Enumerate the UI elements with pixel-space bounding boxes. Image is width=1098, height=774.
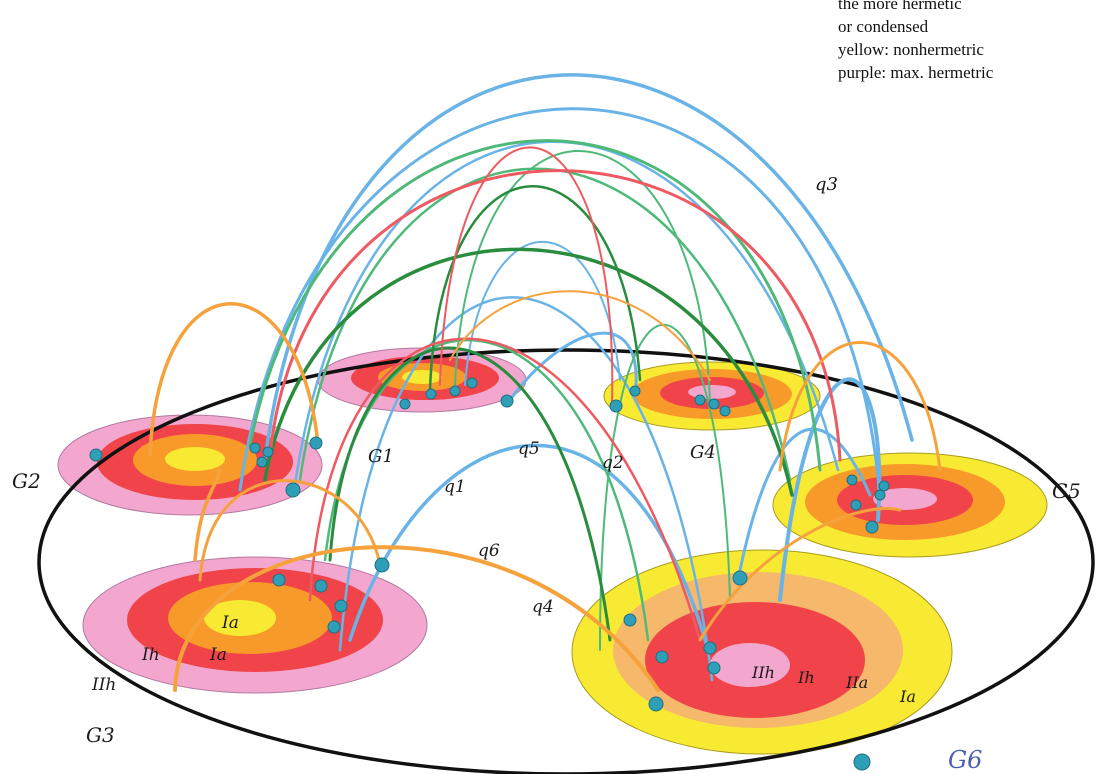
node xyxy=(466,377,478,389)
node xyxy=(89,448,103,462)
node xyxy=(703,641,717,655)
label-g5: G5 xyxy=(1052,479,1081,503)
arc-orange-4 xyxy=(698,507,902,642)
node xyxy=(272,573,286,587)
node xyxy=(629,385,641,397)
arc-blue-8 xyxy=(736,427,872,582)
legend-line-3: yellow: nonhermetric xyxy=(838,40,984,59)
ring-label-g3-iih: IIh xyxy=(91,675,116,695)
node xyxy=(648,696,664,712)
ring-label-g3-ia2: Ia xyxy=(209,645,227,665)
node xyxy=(609,399,623,413)
arc-red-1 xyxy=(268,169,842,462)
arc-orange-6 xyxy=(449,290,711,381)
ring-label-g6-ia: Ia xyxy=(899,687,916,706)
node xyxy=(285,482,301,498)
label-q1: q1 xyxy=(444,477,466,497)
ring-label-g6-ih: Ih xyxy=(797,668,815,687)
arc-orange-1 xyxy=(148,302,320,457)
arc-orange-5 xyxy=(778,341,942,472)
disk-g6 xyxy=(571,549,953,755)
node xyxy=(623,613,637,627)
node xyxy=(878,480,890,492)
node xyxy=(327,620,341,634)
node xyxy=(874,489,886,501)
label-q4: q4 xyxy=(532,597,554,617)
ring-label-g3-ia: Ia xyxy=(221,613,239,633)
ring-label-g3-ih: Ih xyxy=(141,645,160,665)
arc-set xyxy=(148,73,942,692)
label-q5: q5 xyxy=(518,439,540,459)
arc-green-5 xyxy=(599,323,731,651)
legend-line-4: purple: max. hermetric xyxy=(838,63,994,82)
node xyxy=(846,474,858,486)
disk-g2 xyxy=(57,414,323,516)
node xyxy=(449,385,461,397)
label-q3: q3 xyxy=(815,174,838,195)
legend: the more hermetic or condensed yellow: n… xyxy=(838,0,1088,84)
legend-line-1: the more hermetic xyxy=(838,0,962,13)
arc-blue-4 xyxy=(338,296,714,682)
node xyxy=(707,661,721,675)
node-set xyxy=(89,377,890,771)
disk-g5 xyxy=(772,452,1048,558)
node xyxy=(425,388,437,400)
arc-orange-2 xyxy=(173,545,660,692)
label-g3: G3 xyxy=(86,723,115,747)
node xyxy=(262,446,274,458)
label-g6: G6 xyxy=(948,746,982,774)
arc-green-2 xyxy=(298,167,792,482)
ring-label-g6-iih: IIh xyxy=(751,663,775,682)
ring-label-g6-iia: IIa xyxy=(845,673,868,692)
disk-g3 xyxy=(82,556,428,694)
arc-red-2 xyxy=(308,337,702,642)
node xyxy=(256,456,268,468)
arc-darkgreen-3 xyxy=(328,346,612,642)
arc-darkgreen-1 xyxy=(263,247,794,497)
node xyxy=(655,650,669,664)
arc-orange-3 xyxy=(198,479,382,582)
node xyxy=(708,398,720,410)
legend-line-2: or condensed xyxy=(838,17,929,36)
arc-red-3 xyxy=(439,146,614,406)
label-g1: G1 xyxy=(368,446,394,467)
arc-blue-2 xyxy=(238,107,882,502)
node xyxy=(732,570,748,586)
node xyxy=(334,599,348,613)
node xyxy=(853,753,871,771)
label-q2: q2 xyxy=(602,453,624,473)
node xyxy=(249,442,261,454)
label-g4: G4 xyxy=(690,442,716,463)
label-g2: G2 xyxy=(12,469,41,493)
boundary-ellipse xyxy=(37,348,1095,774)
node xyxy=(865,520,879,534)
node xyxy=(399,398,411,410)
arc-darkgreen-2 xyxy=(428,185,642,392)
arc-orange-7 xyxy=(193,468,222,562)
arc-blue-7 xyxy=(778,377,882,602)
label-q6: q6 xyxy=(478,541,500,561)
node xyxy=(374,557,390,573)
node xyxy=(309,436,323,450)
node xyxy=(314,579,328,593)
node xyxy=(719,405,731,417)
node xyxy=(500,394,514,408)
arc-green-3 xyxy=(454,150,711,406)
node xyxy=(694,394,706,406)
arc-blue-9 xyxy=(464,240,621,386)
arc-green-1 xyxy=(248,139,822,472)
node xyxy=(850,499,862,511)
